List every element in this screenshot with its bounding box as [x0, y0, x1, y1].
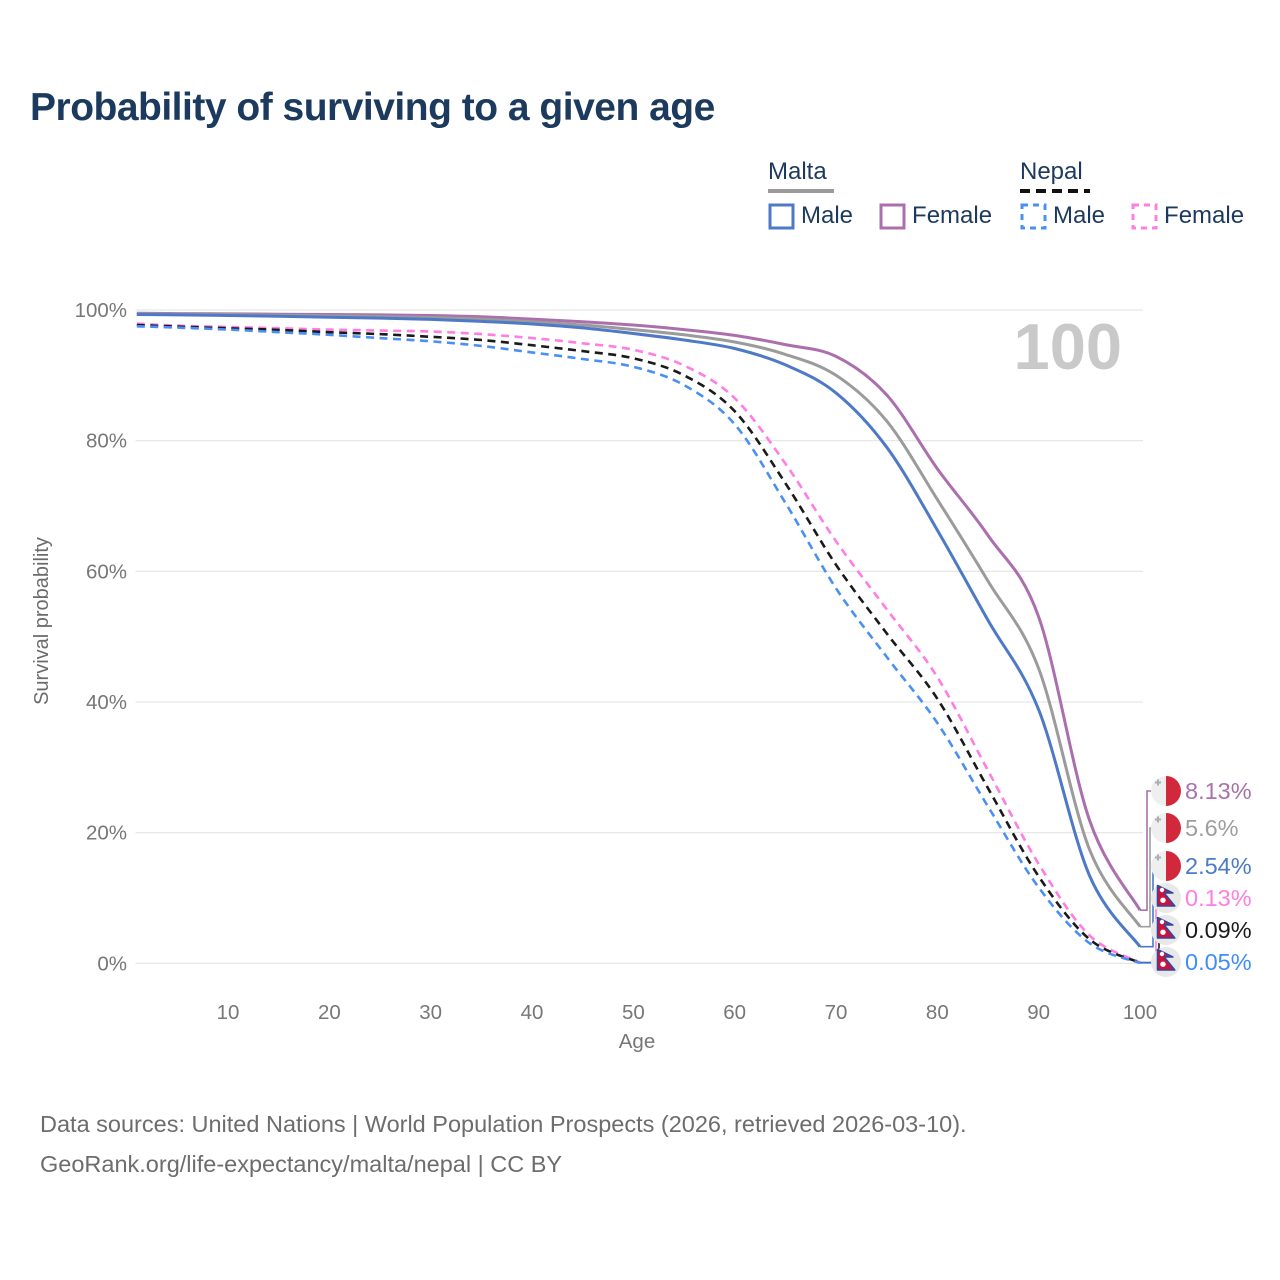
legend-item-label: Male	[801, 202, 854, 229]
nepal-flag-moon	[1159, 887, 1165, 893]
legend-item-malta-female[interactable]: Female	[879, 202, 992, 230]
malta-flag-cross	[1155, 816, 1161, 823]
nepal-flag-sun	[1160, 929, 1166, 935]
nepal-flag-sun	[1160, 897, 1166, 903]
age-watermark: 100	[1014, 310, 1122, 383]
legend-header-malta[interactable]: Malta	[768, 158, 827, 185]
end-value-label-nepal-female: 0.13%	[1185, 885, 1252, 911]
nepal-flag-moon	[1159, 951, 1165, 957]
nepal-flag-icon	[1151, 883, 1181, 913]
legend-item-nepal-male[interactable]: Male	[1020, 202, 1105, 230]
legend-items-row: Male Female	[1020, 202, 1270, 230]
footer: Data sources: United Nations | World Pop…	[40, 1104, 967, 1184]
end-value-label-malta-both: 5.6%	[1185, 815, 1239, 841]
x-tick-label: 10	[217, 1001, 240, 1024]
legend-underline-solid	[768, 189, 834, 193]
legend-group-nepal: Nepal Male Female	[1020, 158, 1270, 230]
legend-underline-dashed	[1020, 189, 1090, 193]
y-tick-label: 80%	[86, 430, 127, 453]
legend-swatch-icon	[1020, 203, 1047, 229]
end-label-connector	[1140, 827, 1152, 928]
nepal-flag-icon	[1151, 947, 1181, 977]
y-tick-label: 60%	[86, 560, 127, 583]
legend-item-label: Male	[1053, 202, 1106, 229]
x-axis-title: Age	[619, 1030, 655, 1053]
end-value-label-malta-female: 8.13%	[1185, 778, 1252, 804]
x-tick-label: 30	[419, 1001, 442, 1024]
malta-flag-white-half	[1151, 851, 1166, 881]
x-tick-label: 80	[926, 1001, 949, 1024]
series-line-malta-female[interactable]	[136, 311, 1142, 911]
legend-item-malta-male[interactable]: Male	[768, 202, 853, 230]
x-tick-label: 20	[318, 1001, 341, 1024]
legend-swatch-icon	[1131, 203, 1158, 229]
malta-flag-icon	[1151, 813, 1181, 843]
series-line-nepal-female[interactable]	[136, 322, 1141, 964]
legend-item-label: Female	[912, 202, 993, 229]
end-value-label-nepal-male: 0.05%	[1185, 949, 1252, 975]
malta-flag-cross	[1155, 854, 1161, 861]
series-line-nepal-male[interactable]	[136, 325, 1141, 965]
x-tick-label: 70	[825, 1001, 848, 1024]
footer-attribution-line: GeoRank.org/life-expectancy/malta/nepal …	[40, 1151, 563, 1177]
malta-flag-white-half	[1151, 776, 1166, 806]
x-tick-label: 100	[1123, 1001, 1157, 1024]
y-tick-label: 0%	[97, 952, 127, 975]
y-tick-label: 40%	[86, 691, 127, 714]
y-axis-title: Survival probability	[31, 537, 53, 705]
nepal-flag-icon	[1151, 915, 1181, 945]
end-value-label-nepal-both: 0.09%	[1185, 917, 1252, 943]
y-tick-label: 100%	[75, 299, 127, 322]
nepal-flag-sun	[1160, 961, 1166, 967]
legend-group-malta: Malta Male Female	[768, 158, 1018, 230]
malta-flag-red-half	[1166, 813, 1181, 843]
malta-flag-cross	[1155, 779, 1161, 786]
legend-swatch-icon	[879, 203, 906, 229]
end-value-label-malta-male: 2.54%	[1185, 853, 1252, 879]
legend-item-nepal-female[interactable]: Female	[1131, 202, 1244, 230]
legend-header-nepal[interactable]: Nepal	[1020, 158, 1083, 185]
malta-flag-icon	[1151, 851, 1181, 881]
malta-flag-red-half	[1166, 851, 1181, 881]
series-line-malta-male[interactable]	[136, 313, 1142, 948]
malta-flag-white-half	[1151, 813, 1166, 843]
series-line-nepal-both[interactable]	[136, 323, 1141, 964]
legend-item-label: Female	[1164, 202, 1245, 229]
x-tick-label: 90	[1027, 1001, 1050, 1024]
legend-items-row: Male Female	[768, 202, 1018, 230]
footer-source-line: Data sources: United Nations | World Pop…	[40, 1111, 967, 1137]
malta-flag-icon	[1151, 776, 1181, 806]
y-tick-label: 20%	[86, 822, 127, 845]
x-tick-label: 40	[521, 1001, 544, 1024]
x-tick-label: 60	[723, 1001, 746, 1024]
end-label-connector	[1140, 790, 1152, 911]
legend-swatch-icon	[768, 203, 795, 229]
x-tick-label: 50	[622, 1001, 645, 1024]
nepal-flag-moon	[1159, 919, 1165, 925]
malta-flag-red-half	[1166, 776, 1181, 806]
chart-title: Probability of surviving to a given age	[30, 86, 715, 129]
